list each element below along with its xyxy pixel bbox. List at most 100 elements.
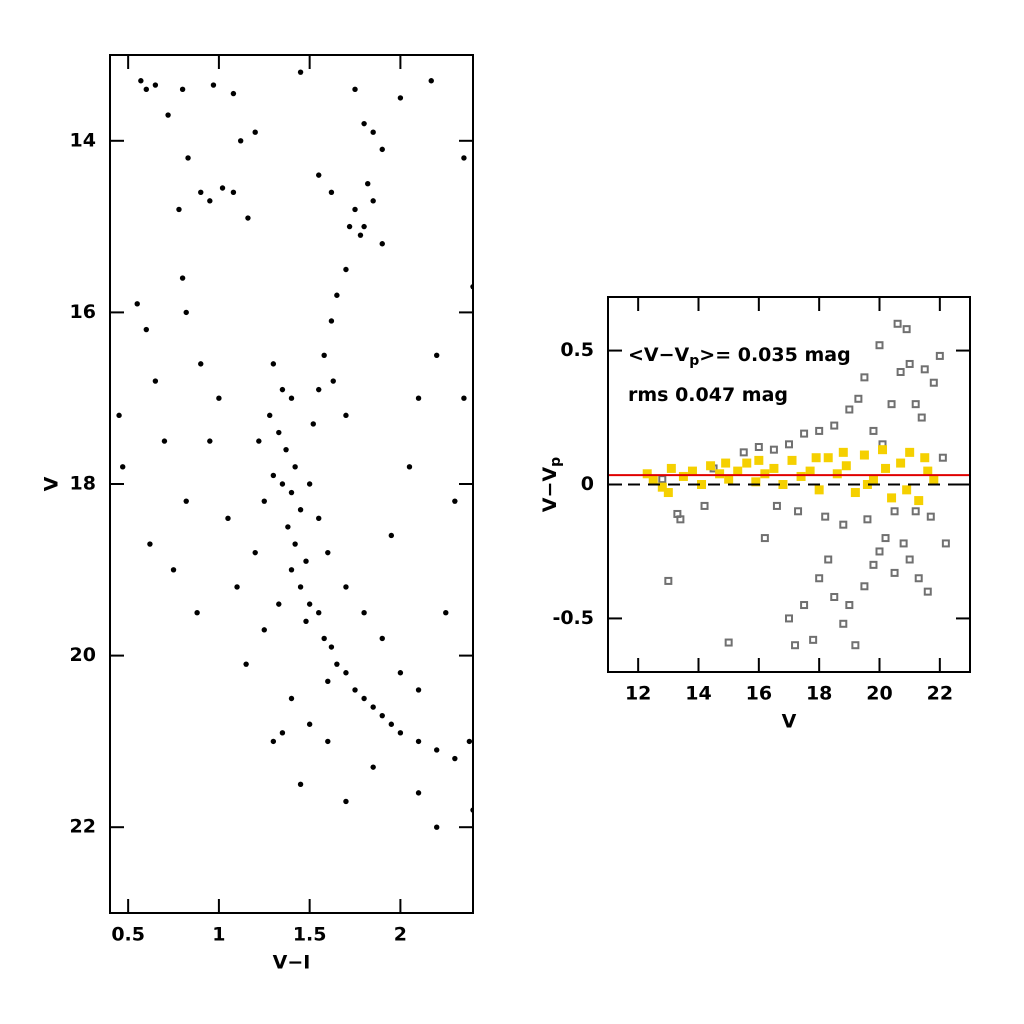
point: [245, 215, 251, 221]
point: [854, 394, 863, 403]
point: [881, 534, 890, 543]
x-tick-label: 16: [746, 683, 772, 705]
point: [165, 112, 171, 118]
frame: [109, 54, 474, 914]
point: [179, 86, 186, 93]
y-axis-label-main: V−V: [539, 467, 561, 513]
point: [739, 448, 748, 457]
point: [219, 185, 226, 191]
point: [276, 601, 282, 607]
point: [297, 507, 304, 513]
point: [839, 520, 848, 529]
point: [328, 318, 335, 324]
point: [261, 627, 267, 633]
point: [664, 576, 673, 585]
x-tick-label: 14: [685, 683, 711, 705]
point: [283, 446, 289, 453]
point: [379, 241, 385, 247]
point: [706, 461, 716, 471]
point: [742, 458, 752, 468]
points: [116, 69, 473, 830]
point: [170, 567, 177, 573]
point: [183, 498, 189, 504]
point: [297, 584, 304, 590]
point: [397, 95, 404, 101]
point: [415, 738, 422, 745]
point: [415, 687, 422, 693]
x-axis-label: V−I: [273, 952, 311, 974]
point: [310, 421, 316, 427]
point: [152, 82, 159, 88]
x-tick-label: 18: [806, 683, 832, 705]
panel: 0.5 1 1.5 2 14 16 18 20 22: [70, 54, 474, 946]
point: [821, 512, 830, 521]
point: [361, 695, 367, 702]
point: [911, 400, 920, 409]
point: [452, 498, 458, 504]
point: [194, 610, 200, 616]
point: [721, 458, 731, 468]
point: [343, 584, 349, 590]
point: [941, 539, 950, 548]
point: [881, 463, 891, 473]
point: [330, 378, 336, 384]
point: [914, 574, 923, 583]
point: [207, 438, 213, 444]
point: [230, 90, 237, 97]
point: [715, 469, 725, 479]
y-axis-label-sub: p: [548, 457, 564, 467]
point: [207, 198, 213, 204]
point: [185, 155, 191, 161]
point: [754, 455, 764, 465]
point: [841, 461, 851, 471]
point: [361, 120, 367, 127]
point: [869, 426, 878, 435]
point: [292, 541, 298, 547]
point: [657, 482, 667, 492]
point: [839, 619, 848, 628]
x-tick-label: 22: [927, 683, 953, 705]
point: [938, 453, 947, 462]
point: [143, 86, 149, 93]
point: [838, 447, 848, 457]
y-tick-label: 0: [581, 473, 594, 495]
point: [225, 515, 231, 522]
point: [316, 386, 322, 393]
point: [800, 429, 809, 438]
point: [176, 206, 182, 213]
point: [832, 469, 842, 479]
point: [769, 445, 778, 454]
point: [926, 512, 935, 521]
point: [243, 661, 249, 667]
point: [760, 469, 770, 479]
y-tick-label: 14: [70, 129, 96, 151]
point: [824, 555, 833, 564]
point: [911, 507, 920, 516]
point: [328, 644, 335, 650]
point: [161, 438, 168, 444]
point: [276, 429, 282, 436]
point: [863, 515, 872, 524]
panel: 12 14 16 18 20 22 -0.5 0 0.5: [552, 296, 971, 705]
annotation-main: <V−V: [628, 344, 690, 366]
point: [120, 464, 126, 470]
x-tick-label: 20: [866, 683, 892, 705]
point: [678, 471, 688, 481]
point: [724, 638, 733, 647]
point: [252, 129, 258, 135]
point: [256, 438, 262, 444]
point: [887, 400, 896, 409]
y-tick-label: 16: [70, 301, 96, 323]
point: [899, 539, 908, 548]
y-tick-label: -0.5: [552, 607, 594, 629]
point: [297, 69, 304, 75]
point: [791, 641, 800, 650]
point: [210, 82, 217, 88]
point: [306, 721, 313, 727]
point: [303, 558, 309, 564]
point: [878, 445, 888, 455]
point: [760, 534, 769, 543]
y-tick-label: 20: [70, 644, 96, 666]
point: [887, 493, 897, 503]
point: [700, 501, 709, 510]
